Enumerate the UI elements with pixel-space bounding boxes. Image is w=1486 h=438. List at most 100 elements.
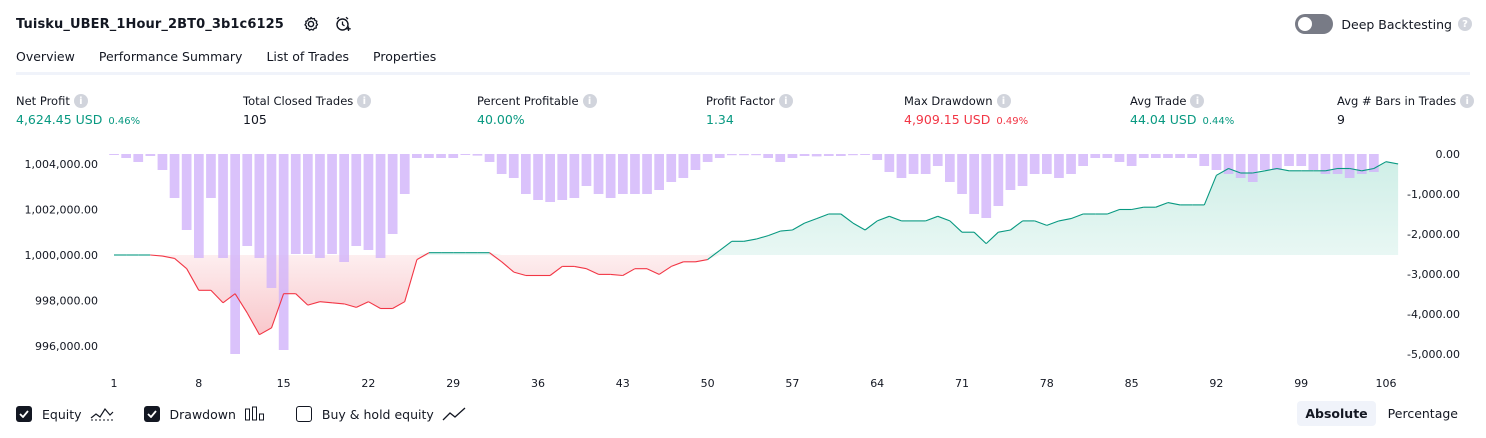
info-icon[interactable]: i (779, 94, 793, 108)
buy-hold-checkbox[interactable]: Buy & hold equity (296, 406, 466, 422)
drawdown-bar[interactable] (1078, 154, 1088, 166)
drawdown-bar[interactable] (485, 154, 495, 162)
drawdown-bar[interactable] (521, 154, 531, 194)
drawdown-bar[interactable] (763, 154, 773, 158)
tab-overview[interactable]: Overview (16, 44, 75, 75)
drawdown-bar[interactable] (570, 154, 580, 198)
drawdown-bar[interactable] (1212, 154, 1222, 170)
drawdown-bar[interactable] (739, 154, 749, 155)
drawdown-bar[interactable] (606, 154, 616, 198)
drawdown-bar[interactable] (133, 154, 143, 162)
add-alert-icon[interactable] (332, 13, 354, 35)
drawdown-bar[interactable] (1139, 154, 1149, 158)
info-icon[interactable]: i (74, 94, 88, 108)
drawdown-bar[interactable] (1103, 154, 1113, 158)
drawdown-bar[interactable] (461, 154, 471, 155)
drawdown-bar[interactable] (885, 154, 895, 172)
drawdown-bar[interactable] (1006, 154, 1016, 190)
tab-list-of-trades[interactable]: List of Trades (266, 44, 349, 72)
drawdown-bar[interactable] (909, 154, 919, 174)
drawdown-bar[interactable] (1151, 154, 1161, 158)
drawdown-checkbox[interactable]: Drawdown (144, 406, 266, 422)
deep-backtesting-toggle[interactable] (1295, 14, 1333, 34)
drawdown-bar[interactable] (788, 154, 798, 158)
drawdown-bar[interactable] (715, 154, 725, 158)
drawdown-bar[interactable] (1248, 154, 1258, 182)
drawdown-bar[interactable] (509, 154, 519, 178)
drawdown-bar[interactable] (218, 154, 228, 258)
drawdown-bar[interactable] (812, 154, 822, 156)
drawdown-bar[interactable] (412, 154, 422, 158)
drawdown-bar[interactable] (109, 154, 119, 155)
drawdown-bar[interactable] (848, 154, 858, 155)
drawdown-bar[interactable] (194, 154, 204, 258)
drawdown-bar[interactable] (666, 154, 676, 182)
drawdown-bar[interactable] (497, 154, 507, 174)
absolute-button[interactable]: Absolute (1297, 401, 1375, 426)
drawdown-bar[interactable] (315, 154, 325, 258)
info-icon[interactable]: i (997, 94, 1011, 108)
drawdown-bar[interactable] (630, 154, 640, 194)
drawdown-bar[interactable] (1163, 154, 1173, 158)
drawdown-bar[interactable] (836, 154, 846, 156)
drawdown-bar[interactable] (1030, 154, 1040, 174)
drawdown-bar[interactable] (158, 154, 168, 170)
drawdown-bar[interactable] (339, 154, 349, 262)
drawdown-bar[interactable] (206, 154, 216, 198)
drawdown-bar[interactable] (872, 154, 882, 160)
drawdown-bar[interactable] (751, 154, 761, 155)
drawdown-bar[interactable] (1175, 154, 1185, 158)
drawdown-bar[interactable] (582, 154, 592, 186)
info-icon[interactable]: i (357, 94, 371, 108)
drawdown-bar[interactable] (1272, 154, 1282, 170)
drawdown-bar[interactable] (981, 154, 991, 218)
drawdown-bar[interactable] (957, 154, 967, 194)
drawdown-bar[interactable] (775, 154, 785, 162)
drawdown-bar[interactable] (1090, 154, 1100, 158)
drawdown-bar[interactable] (327, 154, 337, 254)
drawdown-bar[interactable] (933, 154, 943, 166)
info-icon[interactable]: i (583, 94, 597, 108)
drawdown-bar[interactable] (897, 154, 907, 178)
drawdown-bar[interactable] (824, 154, 834, 156)
drawdown-bar[interactable] (388, 154, 398, 234)
drawdown-bar[interactable] (594, 154, 604, 194)
drawdown-bar[interactable] (121, 154, 131, 158)
drawdown-bar[interactable] (654, 154, 664, 190)
drawdown-bar[interactable] (642, 154, 652, 194)
drawdown-bar[interactable] (1309, 154, 1319, 170)
drawdown-bar[interactable] (242, 154, 252, 246)
drawdown-bar[interactable] (291, 154, 301, 254)
drawdown-bar[interactable] (303, 154, 313, 254)
drawdown-bar[interactable] (448, 154, 458, 158)
drawdown-bar[interactable] (921, 154, 931, 174)
drawdown-bar[interactable] (994, 154, 1004, 206)
tab-performance-summary[interactable]: Performance Summary (99, 44, 243, 72)
help-icon[interactable]: ? (1458, 17, 1472, 31)
equity-drawdown-chart[interactable]: 1,004,000.00 1,002,000.00 1,000,000.00 998,… (0, 140, 1486, 395)
drawdown-bar[interactable] (182, 154, 192, 230)
drawdown-bar[interactable] (230, 154, 240, 354)
drawdown-bar[interactable] (255, 154, 265, 258)
drawdown-bar[interactable] (1296, 154, 1306, 166)
settings-icon[interactable] (300, 13, 322, 35)
drawdown-bar[interactable] (727, 154, 737, 155)
drawdown-bar[interactable] (800, 154, 810, 156)
drawdown-bar[interactable] (703, 154, 713, 162)
drawdown-bar[interactable] (146, 154, 156, 156)
info-icon[interactable]: i (1460, 94, 1474, 108)
drawdown-bar[interactable] (424, 154, 434, 158)
drawdown-bar[interactable] (618, 154, 628, 194)
drawdown-bar[interactable] (945, 154, 955, 182)
percentage-button[interactable]: Percentage (1380, 401, 1466, 426)
equity-checkbox[interactable]: Equity (16, 406, 114, 422)
drawdown-bar[interactable] (400, 154, 410, 194)
info-icon[interactable]: i (1190, 94, 1204, 108)
drawdown-bar[interactable] (1066, 154, 1076, 174)
drawdown-bar[interactable] (170, 154, 180, 198)
drawdown-bar[interactable] (351, 154, 361, 246)
drawdown-bar[interactable] (1333, 154, 1343, 174)
drawdown-bar[interactable] (1054, 154, 1064, 178)
drawdown-bar[interactable] (1199, 154, 1209, 166)
drawdown-bar[interactable] (1187, 154, 1197, 158)
